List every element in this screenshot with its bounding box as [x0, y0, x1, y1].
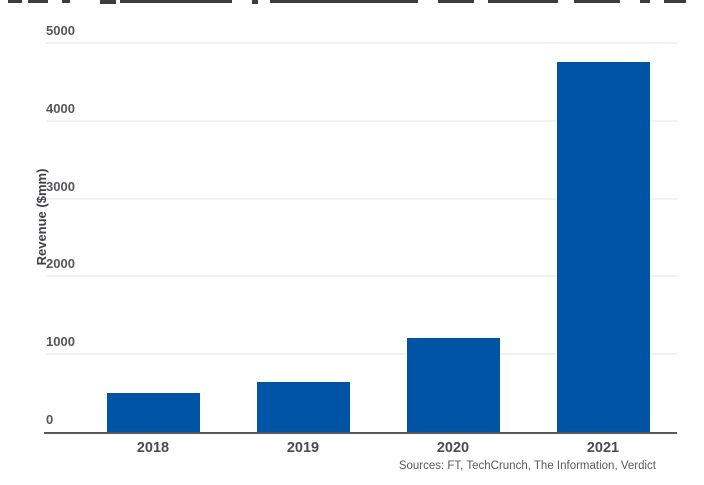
bar-2021	[557, 62, 650, 432]
bar-2018	[107, 393, 200, 432]
gridline	[46, 197, 677, 200]
gridline	[46, 275, 677, 278]
gridline	[46, 42, 677, 44]
x-tick-label: 2019	[286, 440, 320, 456]
y-tick-label: 0	[46, 412, 54, 427]
x-tick-label: 2018	[136, 440, 170, 456]
x-tick-label: 2021	[586, 440, 620, 456]
y-tick-label: 5000	[46, 23, 75, 38]
x-tick-label: 2020	[436, 440, 470, 456]
y-tick-label: 3000	[46, 178, 75, 194]
x-axis-line	[44, 432, 677, 434]
gridline	[46, 353, 677, 356]
clipped-title-fragments	[0, 0, 704, 4]
bar-2019	[257, 382, 350, 432]
source-note: Sources: FT, TechCrunch, The Information…	[398, 460, 656, 472]
gridline	[46, 119, 677, 122]
y-tick-label: 1000	[46, 334, 75, 350]
y-tick-label: 2000	[46, 256, 75, 272]
y-tick-label: 4000	[46, 100, 75, 116]
bar-2020	[407, 338, 500, 432]
